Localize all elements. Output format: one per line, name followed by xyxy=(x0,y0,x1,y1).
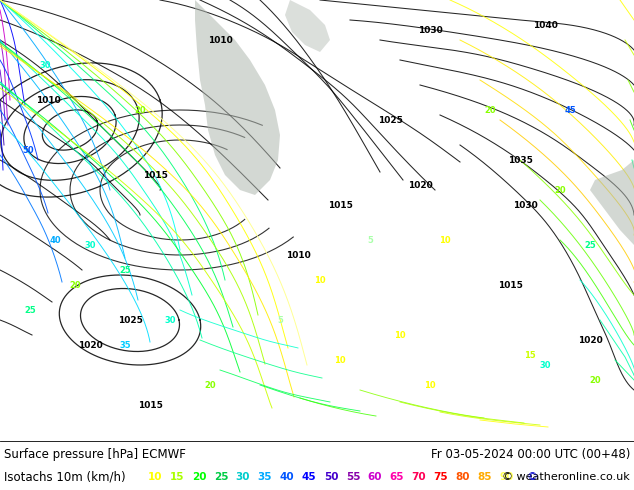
Text: 80: 80 xyxy=(456,472,470,482)
Text: 60: 60 xyxy=(368,472,382,482)
Text: Fr 03-05-2024 00:00 UTC (00+48): Fr 03-05-2024 00:00 UTC (00+48) xyxy=(430,447,630,461)
Text: 1040: 1040 xyxy=(533,21,557,29)
Text: 35: 35 xyxy=(119,341,131,349)
Text: 20: 20 xyxy=(204,381,216,390)
Text: 1020: 1020 xyxy=(578,336,602,344)
Text: 15: 15 xyxy=(170,472,184,482)
Text: 25: 25 xyxy=(119,266,131,274)
Text: 20: 20 xyxy=(191,472,206,482)
Text: 85: 85 xyxy=(478,472,492,482)
Text: Surface pressure [hPa] ECMWF: Surface pressure [hPa] ECMWF xyxy=(4,447,186,461)
Text: 10: 10 xyxy=(148,472,162,482)
Text: ©: © xyxy=(527,472,538,482)
Text: 20: 20 xyxy=(554,186,566,195)
Text: Isotachs 10m (km/h): Isotachs 10m (km/h) xyxy=(4,470,126,484)
Text: 30: 30 xyxy=(84,241,96,249)
Text: 1010: 1010 xyxy=(286,250,311,260)
Text: 45: 45 xyxy=(302,472,316,482)
Text: 1035: 1035 xyxy=(508,155,533,165)
Text: 40: 40 xyxy=(49,236,61,245)
Text: 1020: 1020 xyxy=(77,341,102,349)
Text: 1025: 1025 xyxy=(117,316,143,324)
Text: 30: 30 xyxy=(540,361,551,369)
Text: 5: 5 xyxy=(277,316,283,324)
Text: 1030: 1030 xyxy=(418,25,443,34)
Text: 10: 10 xyxy=(394,330,406,340)
Text: 20: 20 xyxy=(69,280,81,290)
Text: 50: 50 xyxy=(22,146,34,154)
Text: © weatheronline.co.uk: © weatheronline.co.uk xyxy=(502,472,630,482)
Text: 30: 30 xyxy=(236,472,250,482)
Text: 70: 70 xyxy=(411,472,426,482)
Text: 1010: 1010 xyxy=(36,96,60,104)
Text: 25: 25 xyxy=(24,305,36,315)
Text: 10: 10 xyxy=(439,236,451,245)
Polygon shape xyxy=(590,160,634,245)
Text: 30: 30 xyxy=(164,316,176,324)
Text: 55: 55 xyxy=(346,472,360,482)
Text: 20: 20 xyxy=(134,105,146,115)
Text: 90: 90 xyxy=(500,472,514,482)
Text: 1020: 1020 xyxy=(408,180,432,190)
Text: 10: 10 xyxy=(314,275,326,285)
Text: 45: 45 xyxy=(564,105,576,115)
Text: 75: 75 xyxy=(434,472,448,482)
Text: 15: 15 xyxy=(524,350,536,360)
Text: 50: 50 xyxy=(324,472,339,482)
Text: 1015: 1015 xyxy=(498,280,522,290)
Text: 25: 25 xyxy=(584,241,596,249)
Text: 1030: 1030 xyxy=(513,200,538,210)
Text: 10: 10 xyxy=(334,356,346,365)
Text: 5: 5 xyxy=(367,236,373,245)
Text: 1015: 1015 xyxy=(138,400,162,410)
Text: 65: 65 xyxy=(390,472,404,482)
Text: 30: 30 xyxy=(39,60,51,70)
Polygon shape xyxy=(195,0,280,195)
Text: 1010: 1010 xyxy=(207,35,233,45)
Text: 1015: 1015 xyxy=(328,200,353,210)
Text: 25: 25 xyxy=(214,472,228,482)
Text: 35: 35 xyxy=(258,472,272,482)
Text: 10: 10 xyxy=(424,381,436,390)
Text: 1025: 1025 xyxy=(378,116,403,124)
Text: 40: 40 xyxy=(280,472,294,482)
Polygon shape xyxy=(285,0,330,52)
Text: 1015: 1015 xyxy=(143,171,167,179)
Text: 20: 20 xyxy=(589,375,601,385)
Text: 20: 20 xyxy=(484,105,496,115)
